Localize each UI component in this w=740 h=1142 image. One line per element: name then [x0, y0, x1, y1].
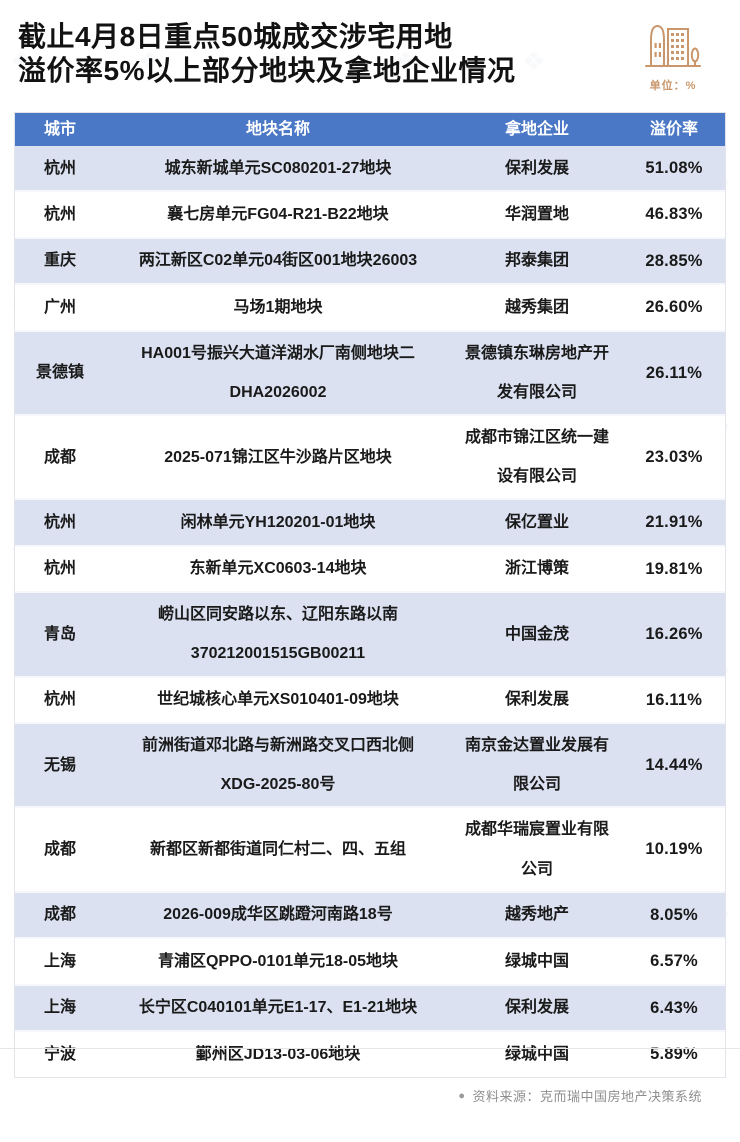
premium-rate-cell: 10.19% — [645, 840, 703, 859]
company-cell: 浙江博策 — [504, 560, 569, 578]
watermark-glyph: ❖ — [522, 46, 546, 76]
city-cell: 广州 — [43, 298, 76, 316]
table-header-row: 城市 地块名称 拿地企业 溢价率 — [15, 113, 725, 146]
page-title-line1: 截止4月8日重点50城成交涉宅用地 — [18, 21, 453, 52]
table-row: 成都 2025-071锦江区牛沙路片区地块 成都市锦江区统一建设有限公司 23.… — [15, 416, 725, 501]
city-cell: 杭州 — [43, 691, 76, 709]
city-cell: 成都 — [43, 906, 76, 924]
city-cell: 青岛 — [43, 625, 76, 643]
premium-rate-cell: 26.11% — [645, 363, 703, 382]
company-cell: 越秀集团 — [504, 298, 569, 316]
city-cell: 上海 — [43, 952, 76, 970]
city-cell: 上海 — [43, 999, 76, 1017]
premium-rate-cell: 16.26% — [645, 625, 703, 644]
premium-rate-cell: 8.05% — [650, 905, 698, 924]
plot-name-cell: 2026-009成华区跳蹬河南路18号 — [163, 906, 393, 924]
plot-name-cell: 鄞州区JD13-03-06地块 — [195, 1045, 361, 1063]
table-row: 上海 长宁区C040101单元E1-17、E1-21地块 保利发展 6.43% — [15, 985, 725, 1033]
premium-rate-cell: 16.11% — [645, 690, 703, 709]
company-cell: 成都华瑞宸置业有限公司 — [464, 821, 609, 878]
table-row: 成都 2026-009成华区跳蹬河南路18号 越秀地产 8.05% — [15, 892, 725, 940]
unit-label: 单位：% — [649, 80, 697, 92]
source-text: 资料来源：克而瑞中国房地产决策系统 — [472, 1089, 702, 1104]
plot-name-cell: 闲林单元YH120201-01地块 — [180, 514, 376, 532]
premium-rate-cell: 46.83% — [645, 205, 703, 224]
table-row: 杭州 世纪城核心单元XS010401-09地块 保利发展 16.11% — [15, 678, 725, 725]
table-body: 杭州 城东新城单元SC080201-27地块 保利发展 51.08% 杭州 襄七… — [15, 146, 725, 1077]
premium-rate-cell: 23.03% — [645, 448, 703, 467]
company-cell: 保利发展 — [504, 999, 569, 1017]
plot-name-cell: 前洲街道邓北路与新洲路交叉口西北侧 XDG-2025-80号 — [141, 737, 414, 794]
table-row: 无锡 前洲街道邓北路与新洲路交叉口西北侧 XDG-2025-80号 南京金达置业… — [15, 724, 725, 809]
column-header-premium: 溢价率 — [649, 120, 698, 138]
premium-rate-cell: 28.85% — [645, 251, 703, 270]
source-bullet-icon: ● — [458, 1089, 466, 1102]
city-cell: 杭州 — [43, 560, 76, 578]
column-header-plot: 地块名称 — [245, 120, 310, 138]
city-cell: 成都 — [43, 841, 76, 859]
premium-rate-cell: 51.08% — [645, 159, 703, 177]
page-title-line2: 溢价率5%以上部分地块及拿地企业情况 — [18, 55, 516, 87]
bottom-divider — [0, 1048, 740, 1049]
data-source: ● 资料来源：克而瑞中国房地产决策系统 — [458, 1086, 702, 1105]
company-cell: 景德镇东琳房地产开发有限公司 — [464, 344, 609, 401]
premium-rate-cell: 6.57% — [650, 952, 698, 971]
plot-name-cell: 崂山区同安路以东、辽阳东路以南 370212001515GB00211 — [157, 606, 398, 663]
plot-name-cell: 城东新城单元SC080201-27地块 — [164, 159, 392, 177]
table-row: 广州 马场1期地块 越秀集团 26.60% — [15, 285, 725, 332]
plot-name-cell: 东新单元XC0603-14地块 — [189, 560, 367, 578]
land-premium-table: 城市 地块名称 拿地企业 溢价率 杭州 城东新城单元SC080201-27地块 … — [14, 112, 726, 1078]
table-row: 杭州 襄七房单元FG04-R21-B22地块 华润置地 46.83% — [15, 192, 725, 239]
premium-rate-cell: 26.60% — [645, 298, 703, 317]
city-cell: 无锡 — [43, 756, 76, 774]
table-row: 青岛 崂山区同安路以东、辽阳东路以南 370212001515GB00211 中… — [15, 593, 725, 678]
company-cell: 保利发展 — [504, 159, 569, 177]
page-title: 截止4月8日重点50城成交涉宅用地 溢价率5%以上部分地块及拿地企业情况 — [18, 20, 515, 88]
company-cell: 成都市锦江区统一建设有限公司 — [464, 429, 609, 486]
plot-name-cell: 世纪城核心单元XS010401-09地块 — [157, 691, 399, 709]
table-row: 宁波 鄞州区JD13-03-06地块 绿城中国 5.89% — [15, 1032, 725, 1076]
plot-name-cell: 两江新区C02单元04街区001地块26003 — [138, 252, 418, 270]
premium-rate-cell: 14.44% — [645, 756, 703, 775]
table-row: 杭州 东新单元XC0603-14地块 浙江博策 19.81% — [15, 547, 725, 594]
company-cell: 中国金茂 — [504, 625, 569, 643]
plot-name-cell: 新都区新都街道同仁村二、四、五组 — [149, 841, 406, 859]
premium-rate-cell: 19.81% — [645, 559, 703, 578]
plot-name-cell: 青浦区QPPO-0101单元18-05地块 — [157, 952, 399, 970]
premium-rate-cell: 6.43% — [650, 998, 698, 1017]
table-row: 杭州 城东新城单元SC080201-27地块 保利发展 51.08% — [15, 146, 725, 193]
company-cell: 保亿置业 — [504, 514, 569, 532]
city-cell: 宁波 — [43, 1045, 76, 1063]
premium-rate-cell: 5.89% — [650, 1045, 698, 1064]
company-cell: 绿城中国 — [504, 952, 569, 970]
city-cell: 杭州 — [43, 514, 76, 532]
company-cell: 绿城中国 — [504, 1045, 569, 1063]
plot-name-cell: 2025-071锦江区牛沙路片区地块 — [164, 448, 392, 466]
company-cell: 保利发展 — [504, 691, 569, 709]
plot-name-cell: 襄七房单元FG04-R21-B22地块 — [167, 206, 389, 224]
city-cell: 杭州 — [43, 159, 76, 177]
table-row: 景德镇 HA001号振兴大道洋湖水厂南侧地块二 DHA2026002 景德镇东琳… — [15, 331, 725, 417]
premium-rate-cell: 21.91% — [645, 513, 703, 532]
column-header-city: 城市 — [43, 120, 76, 138]
unit-block: 单位：% — [634, 18, 712, 93]
city-cell: 景德镇 — [35, 364, 84, 382]
city-cell: 成都 — [43, 448, 76, 466]
company-cell: 越秀地产 — [504, 906, 569, 924]
plot-name-cell: HA001号振兴大道洋湖水厂南侧地块二 DHA2026002 — [141, 344, 415, 401]
city-cell: 杭州 — [43, 206, 76, 224]
company-cell: 南京金达置业发展有限公司 — [464, 737, 609, 794]
plot-name-cell: 马场1期地块 — [233, 298, 323, 316]
buildings-icon — [645, 24, 701, 67]
plot-name-cell: 长宁区C040101单元E1-17、E1-21地块 — [138, 999, 418, 1017]
city-cell: 重庆 — [43, 252, 76, 270]
table-row: 成都 新都区新都街道同仁村二、四、五组 成都华瑞宸置业有限公司 10.19% — [15, 808, 725, 893]
company-cell: 邦泰集团 — [504, 252, 569, 270]
company-cell: 华润置地 — [504, 206, 569, 224]
table-row: 上海 青浦区QPPO-0101单元18-05地块 绿城中国 6.57% — [15, 939, 725, 986]
table-row: 杭州 闲林单元YH120201-01地块 保亿置业 21.91% — [15, 500, 725, 547]
column-header-company: 拿地企业 — [504, 120, 569, 138]
table-row: 重庆 两江新区C02单元04街区001地块26003 邦泰集团 28.85% — [15, 238, 725, 286]
